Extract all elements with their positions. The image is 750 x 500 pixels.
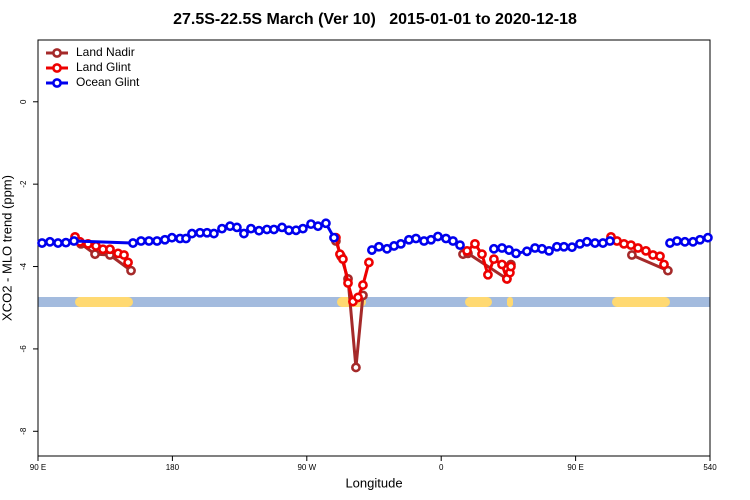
y-tick-label: 0 — [19, 99, 28, 104]
data-point — [61, 237, 71, 248]
data-point — [544, 245, 554, 256]
data-point — [680, 236, 690, 247]
data-point — [659, 259, 669, 270]
data-point — [167, 232, 177, 243]
data-point — [181, 233, 191, 244]
land-band — [465, 297, 492, 307]
data-point — [455, 240, 465, 251]
data-point — [53, 238, 63, 248]
data-point — [321, 218, 331, 229]
data-point — [152, 236, 162, 246]
data-point — [329, 232, 339, 243]
y-axis-label: XCO2 - MLO trend (ppm) — [0, 175, 14, 321]
plot-frame — [37, 39, 711, 457]
data-point — [411, 233, 421, 244]
legend-marker — [52, 78, 62, 88]
data-point — [582, 236, 592, 247]
legend-marker — [52, 63, 62, 73]
x-tick-label: 180 — [166, 463, 180, 472]
data-point — [239, 228, 249, 239]
data-point — [136, 236, 146, 246]
data-point — [269, 224, 279, 235]
data-point — [123, 257, 133, 268]
data-point — [144, 236, 154, 246]
data-point — [655, 251, 665, 262]
y-tick-label: -8 — [19, 427, 28, 435]
data-point — [126, 265, 136, 276]
data-point — [470, 238, 480, 249]
data-point — [232, 222, 242, 233]
data-point — [633, 243, 643, 253]
data-point — [69, 236, 79, 246]
data-point — [37, 238, 47, 248]
data-point — [489, 254, 499, 265]
x-tick-label: 90 E — [567, 463, 583, 472]
data-point — [489, 243, 499, 254]
y-tick-label: -6 — [19, 345, 28, 353]
data-point — [209, 228, 219, 239]
ocean-band — [38, 297, 710, 307]
data-point — [119, 250, 129, 260]
data-point — [590, 238, 600, 248]
surface-band — [38, 297, 710, 307]
data-point — [313, 221, 323, 232]
x-tick-label: 90 E — [30, 463, 46, 472]
x-tick-label: 0 — [439, 463, 444, 472]
x-tick-label: 540 — [703, 463, 717, 472]
data-point — [338, 254, 348, 265]
data-point — [351, 362, 361, 373]
legend-marker — [52, 48, 62, 58]
data-point — [128, 238, 138, 248]
data-point — [353, 292, 363, 303]
data-point — [462, 245, 472, 256]
data-point — [641, 245, 651, 256]
data-point — [217, 223, 227, 234]
data-point — [105, 244, 115, 255]
data-point — [559, 241, 569, 252]
chart-title: 27.5S-22.5S March (Ver 10) 2015-01-01 to… — [173, 11, 577, 28]
data-point — [522, 246, 532, 257]
land-band — [507, 297, 513, 307]
y-tick-label: -4 — [19, 262, 28, 270]
x-tick-label: 90 W — [297, 463, 316, 472]
legend-label: Ocean Glint — [76, 75, 140, 89]
data-point — [506, 261, 516, 272]
data-point — [90, 249, 100, 260]
data-point — [511, 248, 521, 259]
data-point — [626, 250, 637, 260]
data-point — [433, 231, 443, 242]
land-band — [612, 297, 670, 307]
data-point — [254, 225, 264, 236]
data-point — [483, 269, 493, 280]
data-point — [477, 249, 487, 260]
data-point — [374, 241, 384, 252]
x-axis-label: Longitude — [345, 475, 402, 490]
y-tick-label: -2 — [19, 180, 28, 188]
data-point — [567, 242, 577, 253]
data-point — [298, 223, 308, 234]
data-point — [672, 236, 682, 246]
data-point — [246, 223, 256, 234]
data-point — [358, 280, 368, 290]
data-point — [187, 228, 197, 239]
land-band — [75, 297, 133, 307]
data-point — [703, 232, 713, 243]
legend-label: Land Nadir — [76, 45, 135, 59]
data-point — [395, 238, 406, 249]
data-point — [448, 236, 458, 246]
data-point — [45, 236, 55, 247]
legend-label: Land Glint — [76, 60, 131, 74]
data-point — [497, 259, 507, 270]
data-point — [605, 236, 615, 246]
data-point — [364, 257, 374, 268]
data-point — [343, 278, 353, 288]
data-point — [695, 234, 705, 245]
